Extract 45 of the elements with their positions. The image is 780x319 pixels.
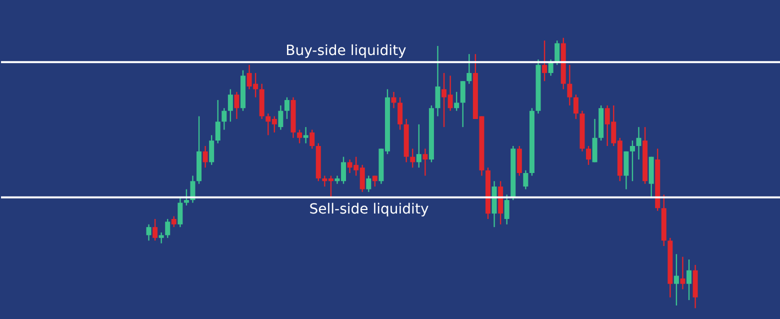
candlestick (222, 108, 227, 130)
candlestick (422, 148, 428, 176)
candlestick (542, 40, 548, 82)
candlestick (158, 232, 164, 244)
candlestick (228, 88, 233, 122)
candlestick (171, 216, 176, 228)
candlestick (504, 194, 510, 225)
candlestick (165, 218, 170, 238)
candlestick (523, 170, 528, 190)
candlestick (284, 96, 290, 120)
candlestick (234, 91, 240, 120)
candlestick (310, 129, 315, 150)
candlestick (416, 124, 422, 168)
candlestick (567, 64, 572, 106)
candlestick (435, 45, 440, 117)
candlestick (215, 99, 220, 144)
candlestick (630, 140, 635, 182)
candlestick (573, 94, 578, 120)
candlestick (209, 134, 214, 166)
candlestick (466, 53, 472, 84)
candlestick (554, 40, 560, 66)
candlestick (303, 126, 308, 144)
candlestick (548, 58, 554, 76)
candlestick (460, 80, 466, 128)
candlestick (372, 175, 378, 188)
candlestick (686, 258, 692, 301)
candlestick (278, 104, 284, 130)
candlestick (586, 145, 591, 166)
candlestick (410, 148, 416, 168)
candlestick (674, 254, 679, 306)
candlestick (190, 175, 196, 204)
candlestick (178, 196, 183, 228)
ref-line-label: Buy-side liquidity (286, 43, 406, 60)
candlestick (391, 91, 396, 109)
candlestick (366, 175, 372, 193)
candlestick (398, 96, 403, 130)
candlestick (636, 126, 642, 160)
candlestick (680, 256, 686, 290)
candlestick (297, 129, 302, 144)
candlestick (184, 188, 189, 206)
candlestick (202, 145, 208, 168)
candlestick (146, 224, 152, 242)
ref-line-label: Sell-side liquidity (309, 201, 429, 218)
candlestick (454, 91, 460, 112)
candlestick (152, 218, 158, 242)
